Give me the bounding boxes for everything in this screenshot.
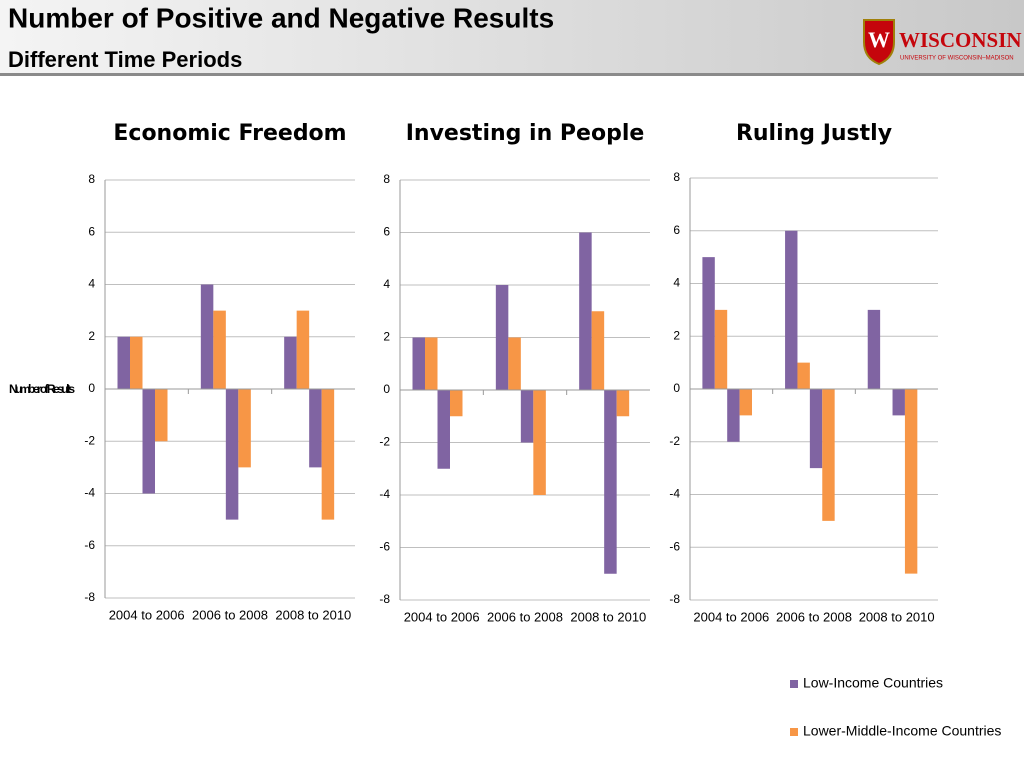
y-tick-label: -4 (379, 487, 390, 501)
bar (117, 336, 130, 389)
logo-crest (863, 19, 895, 66)
bar (533, 390, 546, 495)
legend-label: Low-Income Countries (803, 675, 943, 691)
legend-swatch (790, 728, 798, 736)
bar (797, 362, 810, 389)
y-tick-label: 2 (383, 330, 390, 344)
y-tick-label: -8 (84, 590, 95, 604)
x-tick-label: 2008 to 2010 (275, 607, 351, 622)
bar (284, 336, 297, 389)
bar (425, 337, 438, 390)
y-tick-label: -2 (669, 434, 680, 448)
header-rule (0, 73, 1024, 76)
y-tick-label: 4 (88, 277, 95, 291)
x-tick-label: 2004 to 2006 (693, 609, 769, 624)
bar (785, 230, 798, 389)
x-tick-label: 2004 to 2006 (109, 607, 185, 622)
y-tick-label: 0 (383, 382, 390, 396)
bar (495, 285, 509, 390)
y-tick-label: -6 (379, 540, 390, 554)
bar (727, 389, 740, 442)
x-tick-label: 2008 to 2010 (570, 609, 646, 624)
bar (508, 337, 521, 390)
logo-w: W (868, 27, 890, 52)
y-tick-label: -4 (669, 487, 680, 501)
bar (616, 390, 630, 417)
bar (200, 284, 214, 389)
bar (437, 390, 450, 469)
y-tick-label: 2 (673, 328, 680, 342)
logo-text: WISCONSIN (899, 28, 1022, 52)
bar (579, 232, 592, 390)
y-tick-label: -2 (379, 435, 390, 449)
bar (809, 389, 823, 469)
bar (130, 336, 143, 389)
y-tick-label: 6 (383, 225, 390, 239)
y-tick-label: 8 (673, 170, 680, 184)
bar (309, 389, 322, 468)
x-tick-label: 2008 to 2010 (859, 609, 935, 624)
y-tick-label: 8 (88, 172, 95, 186)
bar (225, 389, 239, 520)
y-tick-label: -6 (669, 539, 680, 553)
x-tick-label: 2006 to 2008 (487, 609, 563, 624)
bar (238, 389, 251, 468)
chart-title: Investing in People (406, 121, 645, 146)
y-tick-label: -8 (379, 592, 390, 606)
bar (739, 389, 752, 416)
y-tick-label: 6 (673, 223, 680, 237)
bar (904, 389, 918, 574)
chart-title: Ruling Justly (736, 121, 892, 146)
y-tick-label: -4 (84, 486, 95, 500)
slide-title: Number of Positive and Negative Results (8, 2, 554, 33)
y-tick-label: -8 (669, 592, 680, 606)
bar (213, 310, 226, 389)
bar (822, 389, 835, 521)
logo: W WISCONSIN UNIVERSITY OF WISCONSIN–MADI… (863, 19, 1022, 66)
bar (714, 309, 728, 389)
y-tick-label: 8 (383, 172, 390, 186)
chart-title: Economic Freedom (113, 121, 346, 146)
bar (412, 337, 425, 390)
bar (142, 389, 155, 494)
x-tick-label: 2006 to 2008 (776, 609, 852, 624)
x-tick-label: 2006 to 2008 (192, 607, 268, 622)
bar (450, 390, 463, 417)
y-tick-label: 6 (88, 224, 95, 238)
bar (892, 389, 905, 416)
y-tick-label: 2 (88, 329, 95, 343)
bar (321, 389, 335, 520)
bar (604, 390, 617, 574)
x-tick-label: 2004 to 2006 (404, 609, 480, 624)
bar (591, 311, 605, 390)
bar (867, 309, 881, 389)
slide-subtitle: Different Time Periods (8, 47, 242, 72)
y-tick-label: -2 (84, 433, 95, 447)
header-bar (0, 0, 1024, 75)
legend-swatch (790, 680, 798, 688)
y-tick-label: 0 (673, 381, 680, 395)
bar (702, 257, 715, 389)
legend-label: Lower-Middle-Income Countries (803, 723, 1001, 739)
y-tick-label: 4 (673, 276, 680, 290)
y-tick-label: 0 (88, 381, 95, 395)
logo-subtext: UNIVERSITY OF WISCONSIN–MADISON (900, 56, 1014, 62)
y-tick-label: -6 (84, 538, 95, 552)
y-tick-label: 4 (383, 277, 390, 291)
bar (296, 310, 310, 389)
bar (155, 389, 168, 442)
y-axis-label: Number of Results (9, 382, 75, 396)
bar (520, 390, 534, 443)
